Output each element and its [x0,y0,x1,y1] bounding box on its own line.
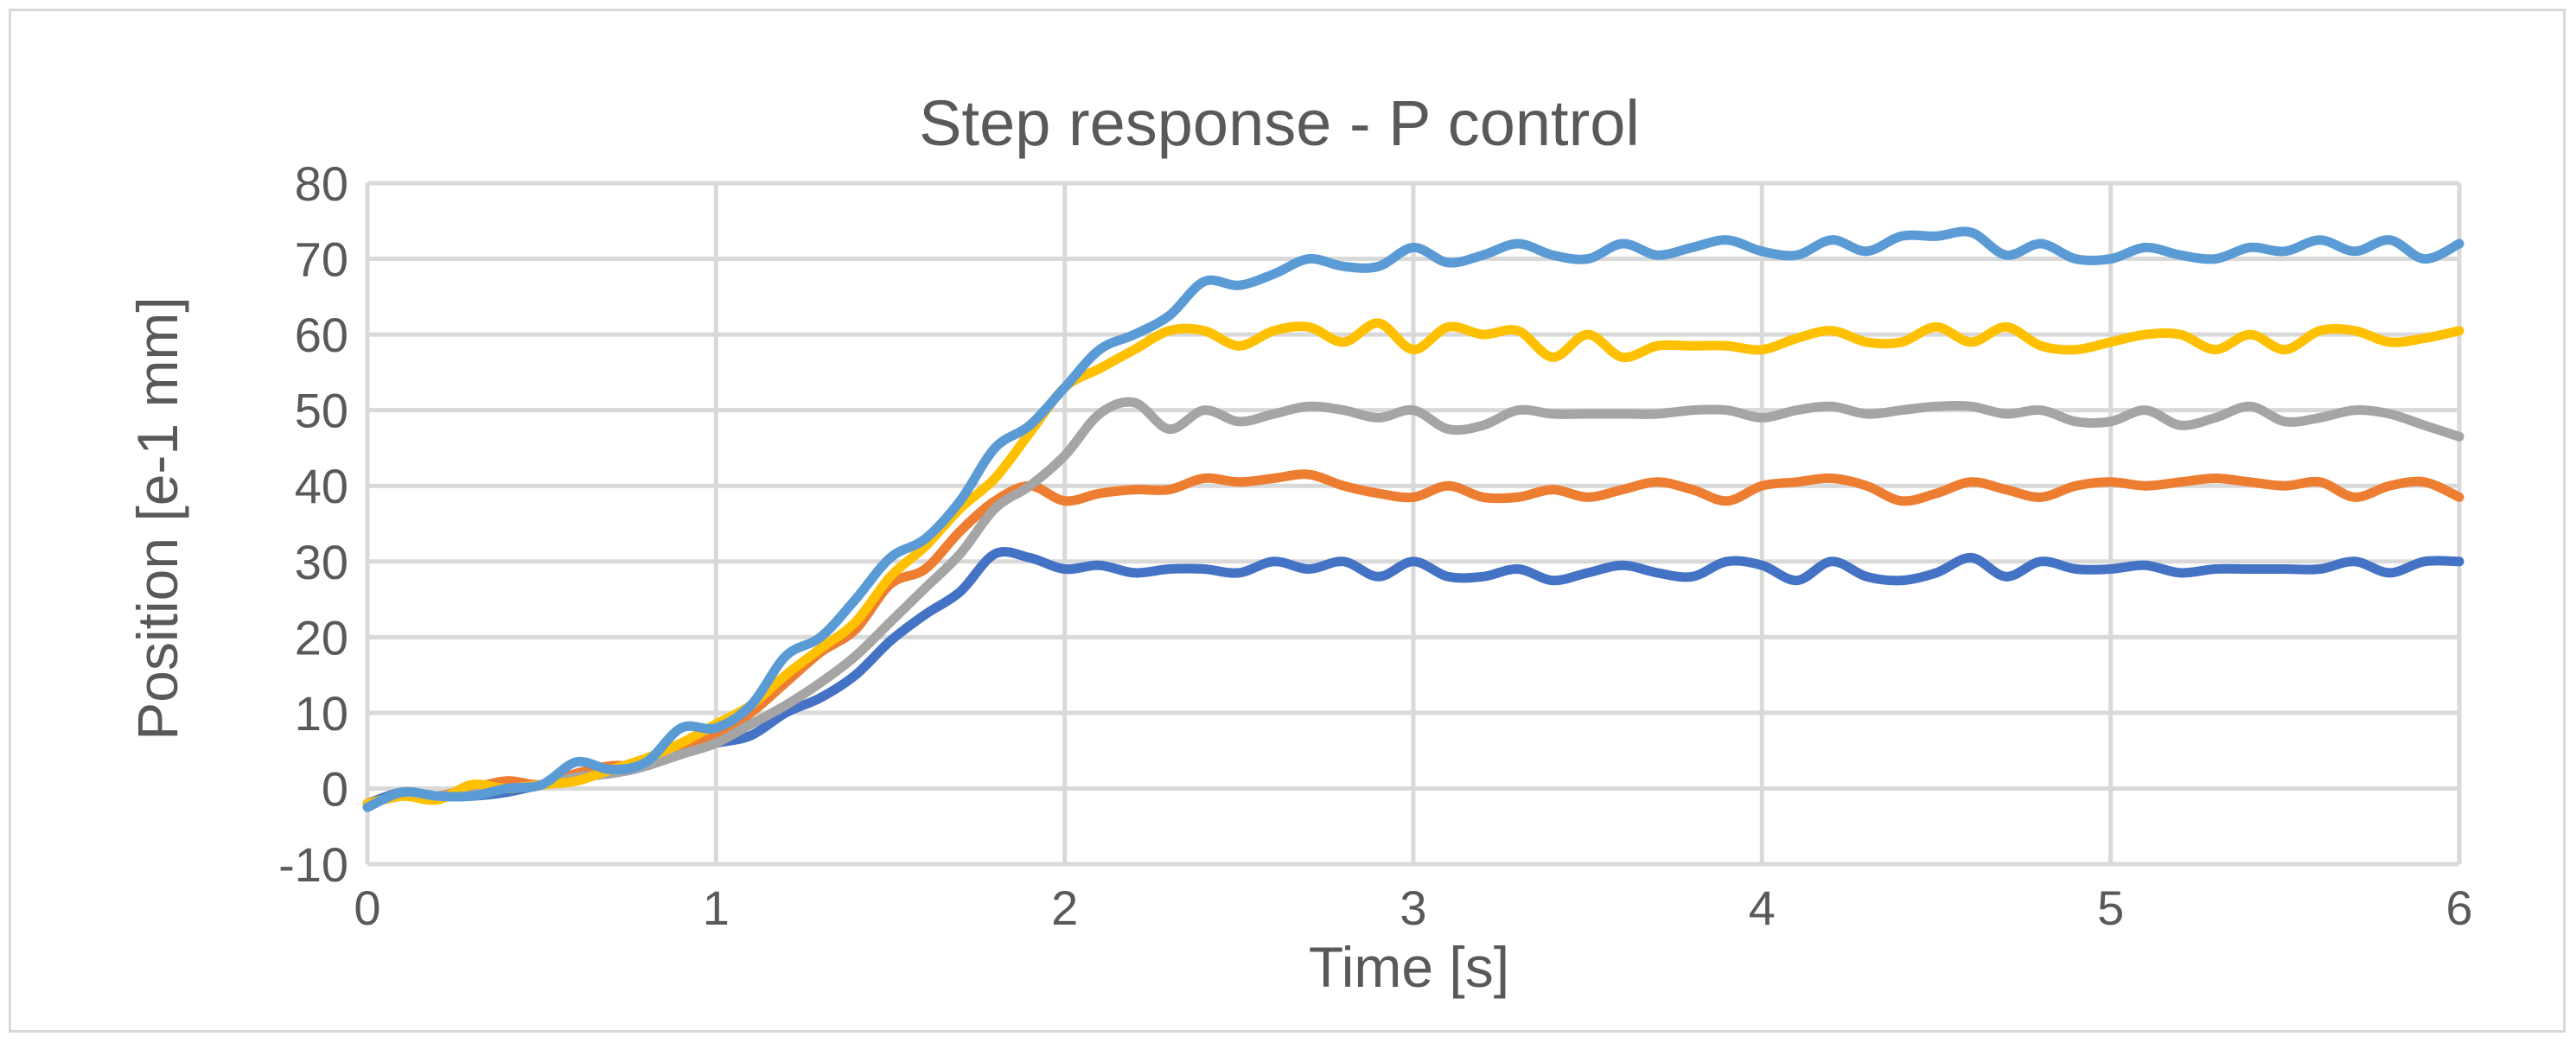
y-tick-label: 50 [295,384,348,438]
x-tick-label: 1 [703,881,730,935]
y-tick-label: 0 [322,761,348,816]
x-tick-label: 5 [2097,881,2124,935]
y-tick-label: 30 [295,535,348,589]
gridlines [365,181,2462,867]
series-line-3 [362,397,2464,809]
y-tick-label: 10 [295,686,348,741]
x-tick-label: 4 [1749,881,1776,935]
y-tick-label: 70 [295,232,348,287]
y-tick-label: 60 [295,308,348,362]
x-tick-label: 6 [2445,881,2472,935]
y-tick-label: 80 [295,156,348,211]
series-line-2 [362,469,2464,809]
x-tick-label: 0 [354,881,380,935]
series-lines [362,226,2464,812]
y-axis-ticks: -10 0 10 20 30 40 50 60 70 80 [278,156,348,892]
x-axis-ticks: 0 1 2 3 4 5 6 [354,881,2472,935]
y-tick-label: -10 [278,837,348,892]
y-axis-title: Position [e-1 mm] [125,296,189,741]
x-tick-label: 3 [1400,881,1426,935]
y-tick-label: 20 [295,610,348,665]
x-tick-label: 2 [1051,881,1078,935]
series-line-5 [362,226,2464,812]
y-tick-label: 40 [295,459,348,513]
x-axis-title: Time [s] [1309,935,1509,999]
chart-title: Step response - P control [919,87,1640,159]
